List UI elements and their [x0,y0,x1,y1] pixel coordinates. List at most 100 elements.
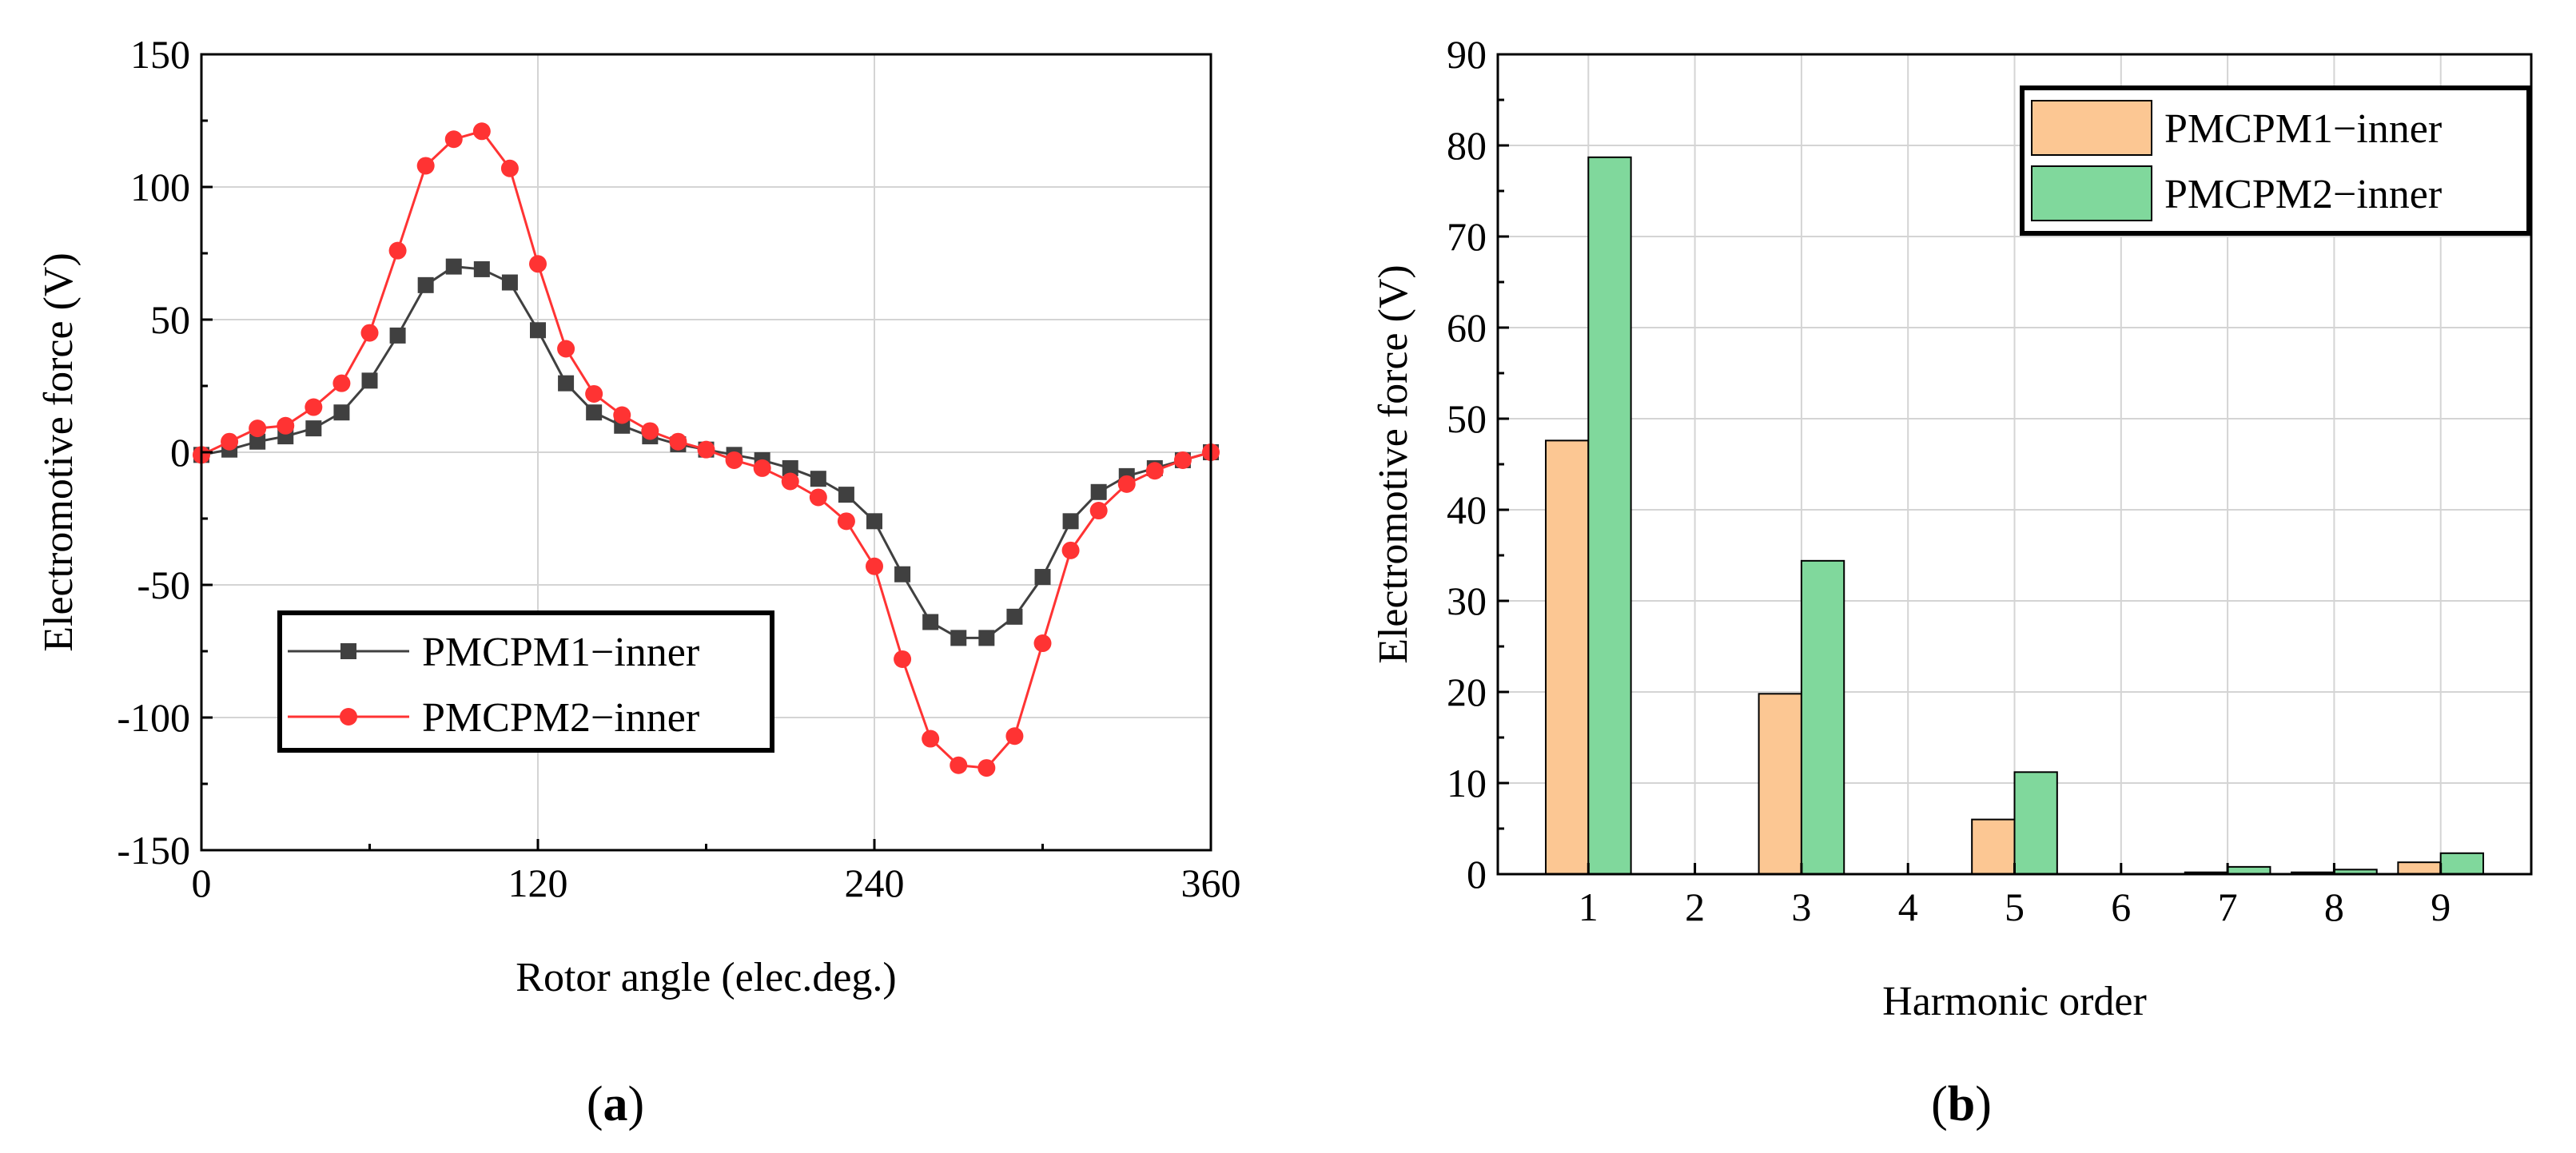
data-point-circle [388,241,407,260]
data-point-circle [305,398,323,416]
data-point-square [361,372,378,389]
y-tick-label: 0 [1467,852,1487,897]
data-point-circle [669,432,687,451]
legend-swatch-pmcpm1 [2031,100,2152,156]
data-point-square [1062,513,1079,530]
legend-label-pmcpm1: PMCPM1−inner [422,630,699,675]
panel-b-ticks: 0 10 20 30 40 50 60 70 80 90 1 2 3 4 5 6 7 8 9 [1447,32,2451,929]
data-point-circle [1089,502,1108,520]
data-point-circle [725,451,743,469]
y-tick-label: -50 [137,563,190,607]
data-point-circle [360,324,379,342]
legend-swatch-pmcpm2 [2031,165,2152,221]
data-point-circle [837,512,855,531]
data-point-square [978,630,995,646]
data-point-square [445,258,462,275]
data-point-circle [332,374,351,392]
data-point-circle [1117,475,1136,493]
legend-label-pmcpm2: PMCPM2−inner [2164,172,2442,217]
panel-a-ticks: 0 120 240 360 -150 -100 -50 0 50 100 150 [117,32,1240,905]
data-point-circle [1173,451,1192,469]
data-point-square [782,459,798,476]
panel-a-label: (a) [587,1077,644,1131]
bar-series-2-order-1 [1587,156,1632,875]
data-point-circle [472,122,491,141]
x-tick-label: 9 [2431,885,2451,929]
data-point-circle [585,384,603,403]
data-point-circle [613,406,631,424]
x-tick-label: 7 [2218,885,2238,929]
data-point-square [558,375,575,392]
panel-a-legend-box [277,610,774,753]
bar-series-2-order-5 [2013,771,2058,876]
panel-b-label: (b) [1931,1077,1992,1131]
data-point-circle [977,759,996,777]
x-tick-label: 120 [508,861,568,905]
data-point-square [417,276,434,293]
data-point-square [1090,483,1107,500]
data-point-circle [697,440,715,459]
bar-series-2-order-3 [1800,559,1845,876]
data-point-square [1034,569,1051,586]
y-tick-label: -100 [117,695,190,740]
y-tick-label: 10 [1447,761,1487,805]
data-point-circle [416,157,435,175]
x-tick-label: 360 [1181,861,1241,905]
data-point-circle [753,459,771,477]
y-tick-label: 0 [170,430,190,475]
data-point-square [950,630,967,646]
data-point-circle [557,340,575,358]
x-tick-label: 3 [1791,885,1811,929]
y-tick-label: 30 [1447,578,1487,623]
x-tick-label: 2 [1685,885,1705,929]
x-tick-label: 240 [845,861,905,905]
y-tick-label: 20 [1447,670,1487,714]
data-point-circle [950,756,968,774]
data-point-circle [444,130,463,149]
data-point-square [473,260,490,277]
panel-a-letter: a [603,1077,628,1131]
panel-a-x-axis-title: Rotor angle (elec.deg.) [516,955,896,1000]
data-point-circle [781,472,799,491]
panel-a-emf-waveform: 0 120 240 360 -150 -100 -50 0 50 100 150 Rotor ang… [36,32,1241,1131]
legend-marker-square-pmcpm1 [340,643,356,659]
data-point-square [866,513,882,530]
data-point-square [249,433,266,450]
x-tick-label: 0 [192,861,212,905]
data-point-circle [809,488,827,507]
data-point-circle [641,422,659,440]
panel-b-x-axis-title: Harmonic order [1882,979,2147,1024]
data-point-square [922,614,939,630]
y-tick-label: 60 [1447,305,1487,350]
bar-series-1-order-5 [1971,818,2016,875]
data-point-square [305,420,322,437]
x-tick-label: 8 [2324,885,2344,929]
y-tick-label: 80 [1447,123,1487,168]
data-point-circle [221,432,239,451]
y-tick-label: -150 [117,828,190,873]
panel-b-bars [1544,156,2485,876]
y-tick-label: 50 [1447,396,1487,441]
x-tick-label: 5 [2005,885,2025,929]
data-point-circle [249,419,267,438]
legend-marker-circle-pmcpm2 [340,708,357,726]
data-point-circle [529,255,547,273]
data-point-square [501,274,518,291]
legend-label-pmcpm1: PMCPM1−inner [2164,106,2442,152]
data-point-square [838,487,854,503]
panel-b-y-axis-title: Electromotive force (V) [1371,264,1416,664]
bar-series-1-order-9 [2397,861,2442,876]
panel-a-legend: PMCPM1−inner PMCPM2−inner [277,610,774,753]
panel-b-harmonic-bars: 0 10 20 30 40 50 60 70 80 90 1 2 3 4 5 6 7 8 9 Harmonic or… [1371,32,2533,1131]
data-point-circle [1145,462,1164,480]
data-point-circle [894,650,912,668]
x-tick-label: 6 [2111,885,2131,929]
data-point-square [530,322,546,339]
data-point-circle [866,557,883,575]
data-point-square [1006,608,1023,625]
x-tick-label: 1 [1579,885,1599,929]
bar-series-1-order-3 [1758,693,1802,876]
data-point-square [586,404,603,421]
x-tick-label: 4 [1898,885,1918,929]
